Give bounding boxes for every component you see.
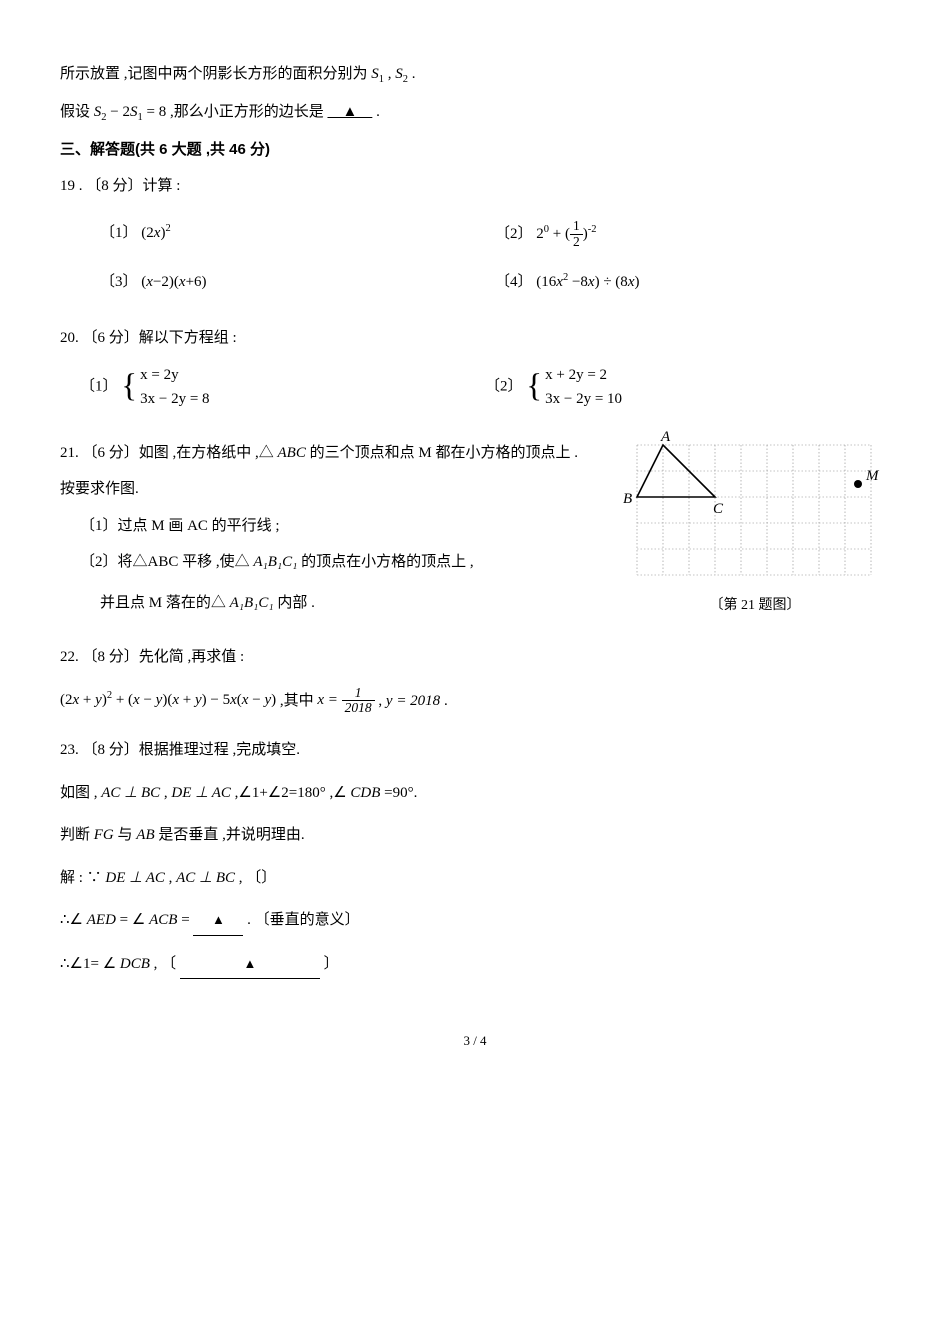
q20-2-num: 〔2〕	[485, 378, 523, 394]
intro-b-end: .	[376, 104, 380, 120]
q19-4-expr: (16x2 −8x) ÷ (8x)	[536, 274, 639, 290]
intro-line-2: 假设 S2 − 2S1 = 8 ,那么小正方形的边长是 ▲ .	[60, 98, 890, 128]
q21-figure: A B C M 〔第 21 题图〕	[620, 429, 890, 620]
q19-4-num: 〔4〕	[495, 274, 533, 290]
q20-2-eq1: x + 2y = 2	[545, 367, 607, 383]
q23-line-4: ∴∠ AED = ∠ ACB = ▲ . 〔垂直的意义〕	[60, 906, 890, 936]
q21-fig-caption: 〔第 21 题图〕	[620, 593, 890, 620]
q21-item-3: 并且点 M 落在的△ A₁B₁C₁ 内部 .	[60, 589, 610, 618]
q19-item-1: 〔1〕 (2x)2	[100, 219, 495, 250]
intro-b-post: ,那么小正方形的边长是	[170, 104, 324, 120]
intro-text-a: 所示放置 ,记图中两个阴影长方形的面积分别为	[60, 66, 371, 82]
q20-item-2: 〔2〕 { x + 2y = 2 3x − 2y = 10	[485, 363, 890, 411]
q19-stem: 19 . 〔8 分〕计算 :	[60, 172, 890, 201]
q22-y-value: y = 2018	[386, 692, 440, 708]
q22-end: .	[444, 692, 448, 708]
q23-line-1: 如图 , AC ⊥ BC , DE ⊥ AC ,∠1+∠2=180° ,∠ CD…	[60, 779, 890, 808]
q19-2-expr: 20 + (12)-2	[536, 226, 596, 242]
q21-grid-svg: A B C M	[623, 429, 887, 589]
svg-text:B: B	[623, 491, 632, 507]
fill-blank: ▲	[327, 104, 372, 120]
q22-mid: ,其中	[280, 692, 318, 708]
q22-sep: ,	[378, 692, 386, 708]
q20-1-num: 〔1〕	[80, 378, 118, 394]
q23-blank-2: ▲	[180, 950, 320, 980]
intro-end: .	[412, 66, 416, 82]
q23-blank-1: ▲	[193, 906, 243, 936]
q19-item-2: 〔2〕 20 + (12)-2	[495, 219, 890, 250]
svg-text:M: M	[865, 468, 880, 484]
intro-line-1: 所示放置 ,记图中两个阴影长方形的面积分别为 S1 , S2 .	[60, 60, 890, 90]
q22-expr: (2x + y)2 + (x − y)(x + y) − 5x(x − y)	[60, 692, 276, 708]
q20-1-eq1: x = 2y	[140, 367, 178, 383]
q21-stem: 21. 〔6 分〕如图 ,在方格纸中 ,△ ABC 的三个顶点和点 M 都在小方…	[60, 439, 610, 468]
q21-stem-c: 按要求作图.	[60, 475, 610, 504]
q21-item-2: 〔2〕将△ABC 平移 ,使△ A₁B₁C₁ 的顶点在小方格的顶点上 ,	[60, 548, 610, 577]
q21-item-1: 〔1〕过点 M 画 AC 的平行线 ;	[60, 512, 610, 541]
s1-var: S1	[371, 66, 384, 82]
q19-1-expr: (2x)2	[141, 225, 170, 241]
q19-3-num: 〔3〕	[100, 274, 138, 290]
q19-3-expr: (x−2)(x+6)	[141, 274, 206, 290]
q22-expr-line: (2x + y)2 + (x − y)(x + y) − 5x(x − y) ,…	[60, 686, 890, 717]
q19-item-4: 〔4〕 (16x2 −8x) ÷ (8x)	[495, 268, 890, 297]
q20-stem: 20. 〔6 分〕解以下方程组 :	[60, 324, 890, 353]
page-number: 3 / 4	[60, 1029, 890, 1054]
q22-stem: 22. 〔8 分〕先化简 ,再求值 :	[60, 643, 890, 672]
s2-minus-2s1: S2 − 2S1 = 8	[94, 104, 170, 120]
q22-x-value: x = 12018	[317, 692, 374, 708]
intro-b-pre: 假设	[60, 104, 94, 120]
q23-stem: 23. 〔8 分〕根据推理过程 ,完成填空.	[60, 736, 890, 765]
svg-text:C: C	[713, 501, 724, 517]
q19-2-num: 〔2〕	[495, 226, 533, 242]
q23-line-2: 判断 FG 与 AB 是否垂直 ,并说明理由.	[60, 821, 890, 850]
q20-2-eq2: 3x − 2y = 10	[545, 391, 622, 407]
section-3-title: 三、解答题(共 6 大题 ,共 46 分)	[60, 136, 890, 165]
q20-1-eq2: 3x − 2y = 8	[140, 391, 209, 407]
q23-line-5: ∴∠1= ∠ DCB , 〔 ▲ 〕	[60, 950, 890, 980]
q19-1-num: 〔1〕	[100, 225, 138, 241]
svg-text:A: A	[660, 429, 671, 445]
s2-var: S2	[395, 66, 408, 82]
q19-item-3: 〔3〕 (x−2)(x+6)	[100, 268, 495, 297]
q23-line-3: 解 : ∵ DE ⊥ AC , AC ⊥ BC , 〔〕	[60, 864, 890, 893]
q20-item-1: 〔1〕 { x = 2y 3x − 2y = 8	[80, 363, 485, 411]
